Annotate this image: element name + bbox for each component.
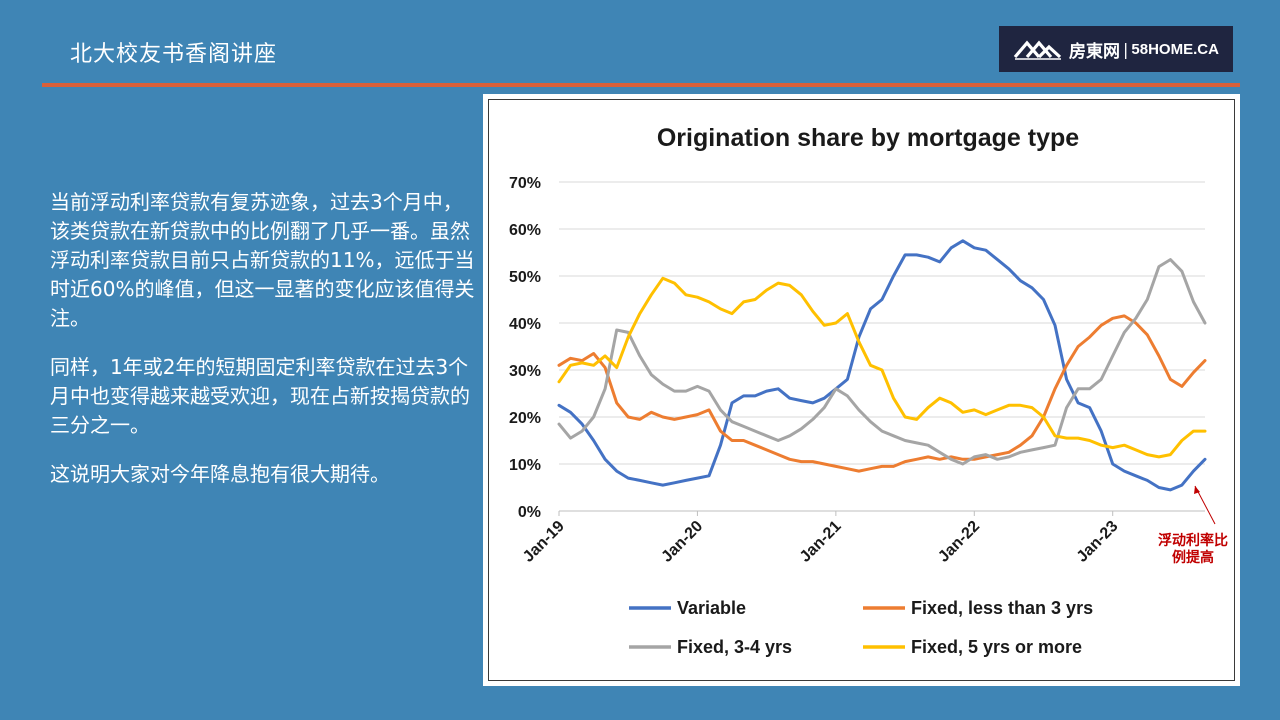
- series-line-fixed-less-than-3-yrs: [557, 314, 1207, 473]
- annotation-arrowhead: [1194, 486, 1200, 494]
- y-tick-label: 50%: [509, 269, 541, 286]
- logo[interactable]: 房東网 | 58HOME.CA: [999, 26, 1233, 72]
- y-tick-label: 60%: [509, 222, 541, 239]
- series-line-fixed-5-yrs-or-more: [557, 276, 1207, 459]
- y-tick-label: 30%: [509, 363, 541, 380]
- x-tick-label: Jan-23: [1074, 518, 1122, 566]
- x-tick-label: Jan-19: [520, 518, 568, 566]
- x-tick-label: Jan-20: [658, 518, 706, 566]
- origination-share-chart: Origination share by mortgage type 0% 10% 2…: [509, 124, 1216, 657]
- chart-title: Origination share by mortgage type: [657, 124, 1079, 152]
- series-line-fixed-3-4-yrs: [557, 258, 1207, 466]
- slide-title: 北大校友书香阁讲座: [70, 42, 278, 67]
- x-tick-label: Jan-22: [935, 518, 983, 566]
- y-tick-label: 40%: [509, 316, 541, 333]
- logo-english: 58HOME.CA: [1131, 40, 1219, 58]
- title-divider: [42, 83, 1240, 87]
- paragraph-1: 当前浮动利率贷款有复苏迹象，过去3个月中，该类贷款在新贷款中的比例翻了几乎一番。…: [50, 190, 475, 330]
- x-tick-label: Jan-21: [797, 518, 845, 566]
- legend-label: Variable: [677, 598, 746, 618]
- legend-label: Fixed, less than 3 yrs: [911, 598, 1093, 618]
- house-roofs-icon: [1013, 40, 1062, 60]
- chart-frame: Origination share by mortgage type 0% 10% 2…: [483, 94, 1240, 686]
- paragraph-3: 这说明大家对今年降息抱有很大期待。: [50, 462, 390, 486]
- logo-chinese: 房東网: [1069, 41, 1120, 62]
- y-tick-label: 70%: [509, 175, 541, 192]
- y-tick-label: 20%: [509, 410, 541, 427]
- series-line-variable: [557, 239, 1207, 492]
- y-tick-label: 10%: [509, 457, 541, 474]
- y-tick-label: 0%: [518, 504, 541, 521]
- annotation-text: 浮动利率比例提高: [1158, 533, 1228, 566]
- body-text: 当前浮动利率贷款有复苏迹象，过去3个月中，该类贷款在新贷款中的比例翻了几乎一番。…: [50, 188, 480, 509]
- legend-label: Fixed, 3-4 yrs: [677, 637, 792, 657]
- paragraph-2: 同样，1年或2年的短期固定利率贷款在过去3个月中也变得越来越受欢迎，现在占新按揭…: [50, 355, 470, 437]
- logo-separator: |: [1123, 39, 1129, 59]
- legend-label: Fixed, 5 yrs or more: [911, 637, 1082, 657]
